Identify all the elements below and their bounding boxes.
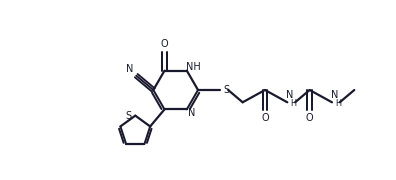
Text: O: O [261,113,269,123]
Text: N: N [188,108,196,118]
Text: N: N [286,90,293,100]
Text: N: N [331,90,338,100]
Text: S: S [223,85,230,95]
Text: N: N [126,64,134,74]
Text: O: O [306,113,314,123]
Text: H: H [335,99,341,108]
Text: NH: NH [186,62,200,72]
Text: O: O [161,39,168,49]
Text: H: H [291,99,297,108]
Text: S: S [126,111,131,121]
